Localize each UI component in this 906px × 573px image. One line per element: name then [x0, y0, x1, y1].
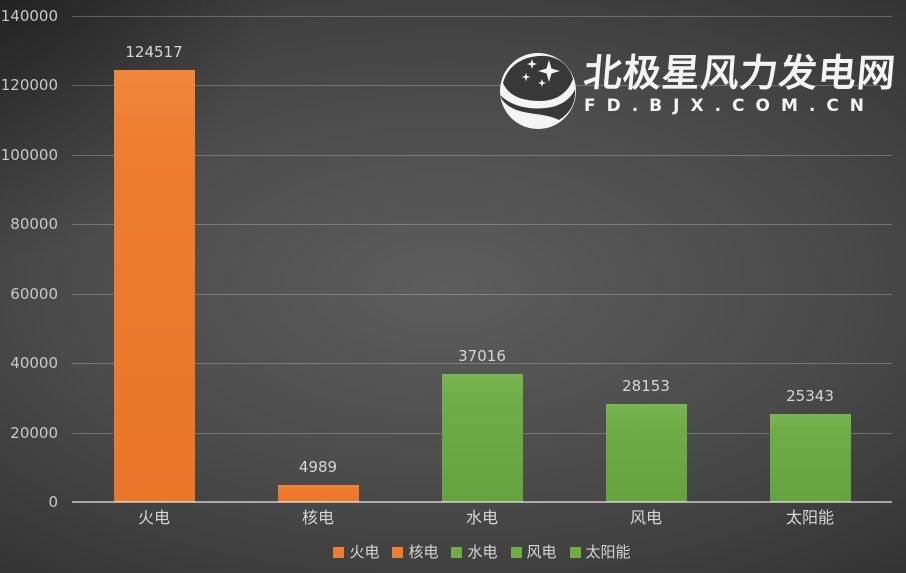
- legend-label-太阳能: 太阳能: [585, 543, 631, 561]
- bjx-polar-star-logo-icon: [500, 53, 576, 129]
- x-axis-line: [72, 501, 892, 503]
- legend-item-水电: 水电: [451, 543, 498, 561]
- bar-value-label-核电: 4989: [298, 457, 338, 476]
- legend-swatch-太阳能: [569, 546, 581, 558]
- bar-火电: [113, 69, 195, 502]
- y-tick-label-0: 0: [48, 493, 58, 511]
- watermark-text: 北极星风力发电网 FD.BJX.COM.CN: [582, 51, 898, 116]
- watermark-logo: 北极星风力发电网 FD.BJX.COM.CN: [498, 51, 898, 131]
- gridline-60000: [72, 293, 892, 295]
- x-category-label-火电: 火电: [137, 508, 170, 527]
- bar-value-label-水电: 37016: [458, 346, 506, 365]
- legend-item-火电: 火电: [333, 544, 379, 560]
- bar-value-label-风电: 28153: [622, 377, 670, 396]
- y-tick-label-20000: 20000: [10, 423, 58, 442]
- gridline-100000: [72, 154, 892, 156]
- gridline-120000: [72, 85, 892, 87]
- legend-item-风电: 风电: [510, 543, 557, 561]
- y-tick-label-120000: 120000: [0, 76, 58, 95]
- gridline-80000: [72, 224, 892, 226]
- y-tick-label-140000: 140000: [0, 7, 58, 25]
- bar-value-label-太阳能: 25343: [786, 387, 834, 406]
- bar-核电: [277, 484, 359, 502]
- legend-label-风电: 风电: [526, 543, 557, 561]
- legend-swatch-水电: [451, 546, 463, 558]
- x-category-label-风电: 风电: [629, 508, 662, 527]
- gridline-140000: [72, 16, 892, 17]
- bar-太阳能: [769, 414, 851, 502]
- legend-item-核电: 核电: [392, 544, 438, 560]
- gridline-40000: [72, 363, 892, 365]
- bar-value-label-火电: 124517: [125, 42, 183, 61]
- y-tick-label-40000: 40000: [10, 354, 58, 373]
- legend-swatch-风电: [510, 546, 522, 558]
- bar-水电: [441, 373, 523, 502]
- legend-item-太阳能: 太阳能: [569, 543, 631, 561]
- x-category-label-太阳能: 太阳能: [785, 508, 834, 527]
- legend: 火电 核电 水电 风电 太阳能: [72, 541, 892, 563]
- legend-swatch-核电: [392, 546, 404, 558]
- y-tick-label-100000: 100000: [0, 145, 58, 164]
- x-category-label-核电: 核电: [301, 508, 334, 527]
- watermark-title: 北极星风力发电网: [582, 51, 898, 95]
- legend-label-火电: 火电: [349, 543, 380, 561]
- y-tick-label-60000: 60000: [10, 284, 58, 303]
- y-tick-label-80000: 80000: [10, 215, 58, 234]
- legend-label-核电: 核电: [408, 543, 439, 561]
- x-category-label-水电: 水电: [465, 508, 498, 527]
- legend-label-水电: 水电: [467, 543, 498, 561]
- watermark-subtitle: FD.BJX.COM.CN: [584, 96, 876, 116]
- bar-风电: [605, 404, 687, 502]
- legend-swatch-火电: [333, 546, 345, 558]
